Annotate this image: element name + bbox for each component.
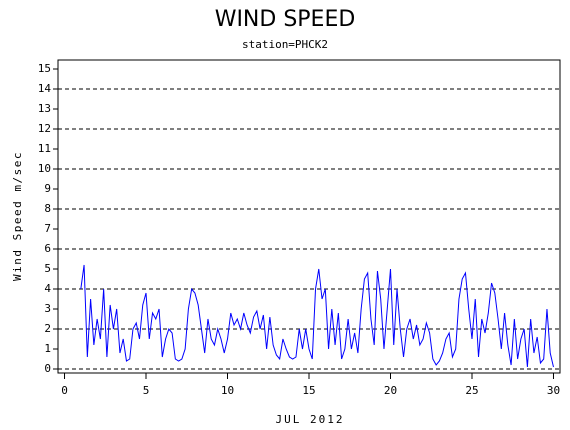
- y-tick-label: 7: [44, 222, 51, 235]
- x-tick-label: 30: [547, 384, 560, 397]
- x-tick-label: 5: [143, 384, 150, 397]
- y-tick-label: 10: [38, 162, 51, 175]
- x-tick-label: 20: [384, 384, 397, 397]
- y-tick-label: 5: [44, 262, 51, 275]
- chart-title: WIND SPEED: [215, 7, 356, 32]
- data-line: [80, 264, 554, 368]
- y-tick-label: 4: [44, 282, 51, 295]
- x-tick-label: 0: [61, 384, 68, 397]
- y-tick-label: 12: [38, 122, 51, 135]
- plot-frame: [57, 59, 561, 374]
- y-tick-label: 3: [44, 302, 51, 315]
- y-tick-label: 8: [44, 202, 51, 215]
- y-tick-label: 11: [38, 142, 51, 155]
- x-tick-label: 10: [221, 384, 234, 397]
- y-tick-label: 6: [44, 242, 51, 255]
- y-tick-label: 2: [44, 322, 51, 335]
- x-tick-label: 15: [302, 384, 315, 397]
- x-axis-label: JUL 2012: [276, 413, 345, 426]
- y-tick-label: 13: [38, 102, 51, 115]
- y-tick-label: 0: [44, 362, 51, 375]
- y-tick-label: 9: [44, 182, 51, 195]
- chart-subtitle: station=PHCK2: [242, 38, 328, 51]
- y-tick-label: 14: [38, 82, 52, 95]
- y-axis-label: Wind Speed m/sec: [11, 151, 24, 281]
- x-tick-label: 25: [465, 384, 478, 397]
- y-tick-label: 15: [38, 62, 51, 75]
- y-tick-label: 1: [44, 342, 51, 355]
